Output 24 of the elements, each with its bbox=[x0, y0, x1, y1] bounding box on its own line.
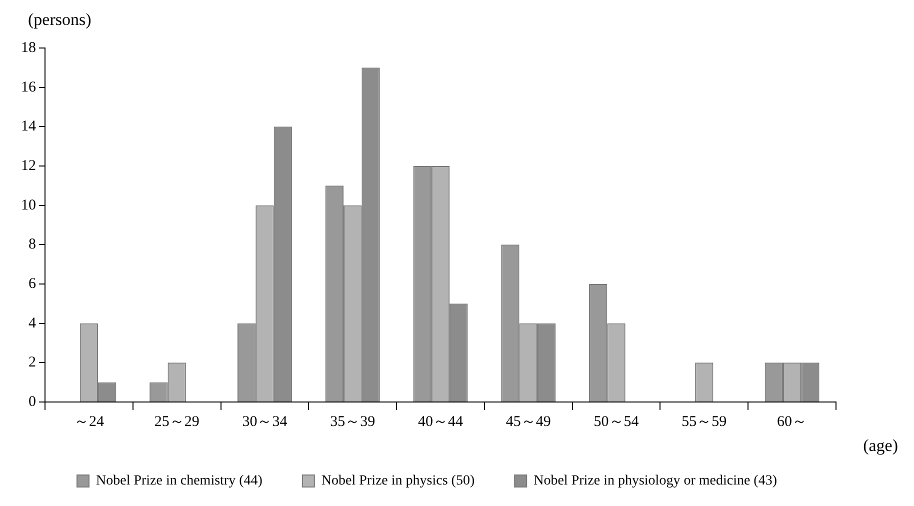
y-tick-label: 12 bbox=[21, 158, 36, 174]
x-tick-label: 30～34 bbox=[242, 414, 288, 430]
x-tick-label: 35～39 bbox=[330, 414, 376, 430]
y-tick-label: 14 bbox=[21, 118, 36, 135]
y-tick-label: 0 bbox=[28, 394, 36, 410]
legend-label: Nobel Prize in chemistry (44) bbox=[96, 474, 263, 489]
y-tick-label: 4 bbox=[28, 315, 36, 332]
x-axis-title: (age) bbox=[863, 436, 898, 456]
legend-label: Nobel Prize in physiology or medicine (43) bbox=[534, 474, 778, 489]
x-tick-label: 40～44 bbox=[418, 414, 464, 430]
y-tick-label: 6 bbox=[28, 276, 36, 292]
y-tick-label: 2 bbox=[28, 354, 36, 371]
y-tick-label: 10 bbox=[21, 197, 36, 214]
x-tick-label: ～24 bbox=[74, 414, 104, 430]
x-tick-label: 60～ bbox=[777, 414, 808, 430]
x-tick-label: 25～29 bbox=[154, 414, 200, 430]
x-tick-label: 45～49 bbox=[506, 414, 551, 430]
y-tick-label: 18 bbox=[21, 40, 36, 56]
x-tick-label: 55～59 bbox=[682, 414, 727, 430]
y-tick-label: 8 bbox=[28, 236, 36, 253]
x-tick-label: 50～54 bbox=[594, 414, 640, 430]
y-axis-title: (persons) bbox=[28, 10, 92, 30]
y-tick-label: 16 bbox=[21, 79, 36, 96]
legend-label: Nobel Prize in physics (50) bbox=[321, 474, 475, 489]
